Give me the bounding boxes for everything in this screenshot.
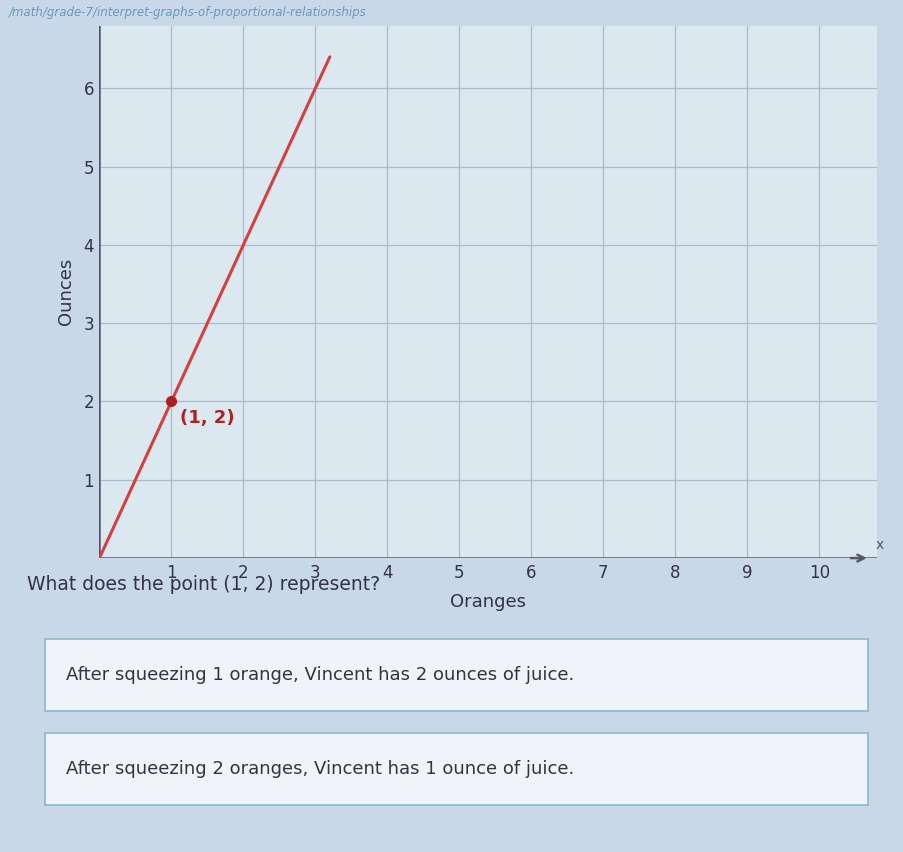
Text: x: x [874, 538, 883, 552]
Text: After squeezing 2 oranges, Vincent has 1 ounce of juice.: After squeezing 2 oranges, Vincent has 1… [66, 760, 573, 778]
Text: What does the point (1, 2) represent?: What does the point (1, 2) represent? [27, 575, 380, 594]
Text: After squeezing 1 orange, Vincent has 2 ounces of juice.: After squeezing 1 orange, Vincent has 2 … [66, 666, 573, 684]
Text: (1, 2): (1, 2) [180, 409, 235, 428]
Text: /math/grade-7/interpret-graphs-of-proportional-relationships: /math/grade-7/interpret-graphs-of-propor… [9, 6, 367, 19]
Y-axis label: Ounces: Ounces [57, 258, 75, 325]
X-axis label: Oranges: Oranges [450, 593, 526, 611]
